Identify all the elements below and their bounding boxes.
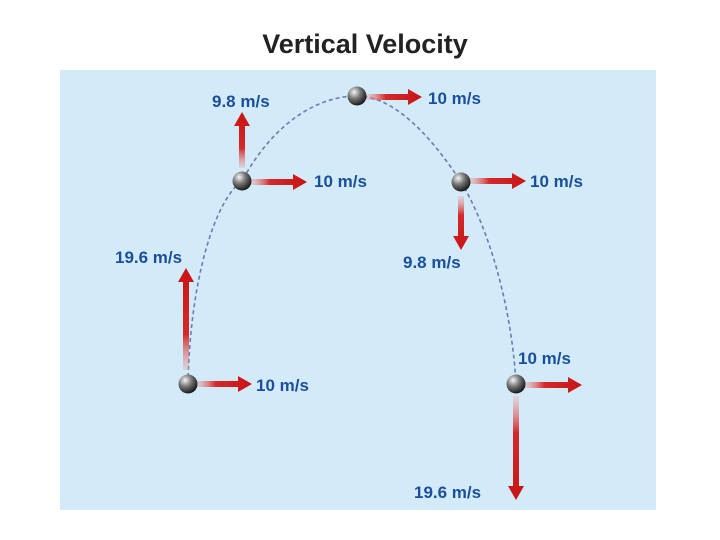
panel xyxy=(60,70,656,510)
balls xyxy=(178,86,526,394)
horizontal-arrow xyxy=(469,173,526,189)
velocity-label: 10 m/s xyxy=(256,376,309,395)
vertical-arrow xyxy=(453,196,469,250)
velocity-label: 9.8 m/s xyxy=(212,92,270,111)
vertical-arrow xyxy=(178,268,194,370)
velocity-label: 9.8 m/s xyxy=(403,253,461,272)
arrows xyxy=(178,89,582,500)
velocity-label: 10 m/s xyxy=(530,172,583,191)
velocity-label: 10 m/s xyxy=(314,172,367,191)
ball xyxy=(178,374,198,394)
velocity-label: 10 m/s xyxy=(518,349,571,368)
velocity-label: 10 m/s xyxy=(428,89,481,108)
horizontal-arrow xyxy=(524,377,582,393)
title: Vertical Velocity xyxy=(262,29,468,59)
ball xyxy=(506,374,526,394)
velocity-label: 19.6 m/s xyxy=(115,248,182,267)
horizontal-arrow xyxy=(250,174,307,190)
horizontal-arrow xyxy=(366,89,422,105)
vertical-arrow xyxy=(234,112,250,168)
horizontal-arrow xyxy=(196,376,252,392)
ball xyxy=(347,86,367,106)
ball xyxy=(451,172,471,192)
ball xyxy=(232,171,252,191)
vertical-arrow xyxy=(508,396,524,500)
velocity-label: 19.6 m/s xyxy=(414,483,481,502)
